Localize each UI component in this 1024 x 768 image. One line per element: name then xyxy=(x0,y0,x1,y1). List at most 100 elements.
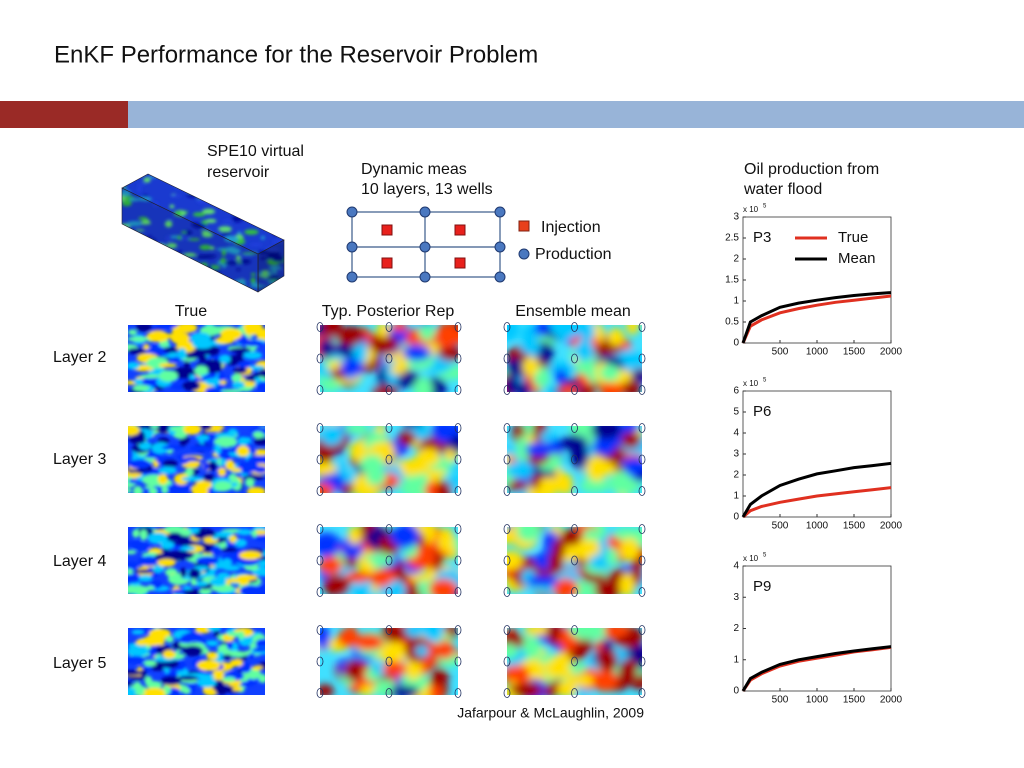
map-blob xyxy=(626,325,639,335)
map-blob xyxy=(320,532,341,558)
reservoir-blob xyxy=(201,232,213,238)
reservoir-blob xyxy=(159,254,170,257)
reservoir-blob xyxy=(224,282,229,290)
map-blobs xyxy=(128,527,265,594)
reservoir-blob xyxy=(211,189,226,196)
map-blob xyxy=(157,325,179,329)
map-blob xyxy=(600,628,626,639)
reservoir-blob xyxy=(251,272,256,277)
map-well xyxy=(316,625,324,635)
reservoir-blob xyxy=(123,259,136,264)
map-blob xyxy=(134,649,149,654)
map-blob xyxy=(215,336,234,345)
map-well xyxy=(385,353,393,364)
map-blob xyxy=(507,461,534,479)
map-blob xyxy=(171,332,190,345)
reservoir-blob xyxy=(272,168,278,172)
map-well xyxy=(454,322,462,332)
map-blob xyxy=(169,357,181,362)
map-blobs xyxy=(320,628,458,695)
map-blob xyxy=(320,461,337,476)
map-blob xyxy=(242,475,265,481)
reservoir-blob xyxy=(271,240,284,244)
map-blob xyxy=(226,631,243,637)
map-blob xyxy=(213,443,222,455)
map-well xyxy=(638,353,646,364)
permeability-map xyxy=(128,527,265,594)
chart-title: P6 xyxy=(753,403,771,420)
map-blob xyxy=(178,484,192,490)
map-blob xyxy=(189,374,196,380)
map-well xyxy=(454,688,462,698)
map-blob xyxy=(539,430,557,443)
map-blob xyxy=(575,536,601,561)
permeability-map xyxy=(507,628,642,695)
map-blob xyxy=(421,628,445,642)
map-well xyxy=(503,322,511,332)
y-tick-label: 2.5 xyxy=(725,233,739,244)
reservoir-blob xyxy=(114,170,123,172)
map-blob xyxy=(151,386,165,391)
map-blob xyxy=(163,527,185,534)
reservoir-blob xyxy=(240,258,251,265)
reservoir-blob xyxy=(128,176,139,179)
reservoir-blob xyxy=(123,262,132,268)
reservoir-blob xyxy=(169,204,175,209)
map-blob xyxy=(629,371,642,382)
permeability-map xyxy=(507,426,642,493)
scale-exponent: 5 xyxy=(763,378,767,384)
reservoir-blob xyxy=(190,276,202,282)
reservoir-blob xyxy=(153,251,163,255)
map-blob xyxy=(192,487,209,493)
map-blob xyxy=(445,330,458,346)
map-blob xyxy=(128,574,143,583)
map-blob xyxy=(229,659,244,667)
map-well xyxy=(316,385,324,395)
reservoir-blob xyxy=(265,286,276,292)
x-tick-label: 2000 xyxy=(880,695,903,706)
y-tick-label: 4 xyxy=(733,561,739,572)
reservoir-blob xyxy=(128,197,141,202)
injection-well xyxy=(454,257,466,269)
reservoir-blob xyxy=(130,258,143,264)
map-blob xyxy=(206,640,219,646)
y-tick-label: 3 xyxy=(733,592,739,603)
map-blob xyxy=(143,659,157,667)
map-blob xyxy=(436,639,455,660)
map-blob xyxy=(190,332,211,344)
reservoir-blob xyxy=(250,277,256,284)
map-blob xyxy=(166,532,183,541)
map-well xyxy=(571,486,578,496)
production-well xyxy=(419,271,431,283)
map-blob xyxy=(188,568,201,580)
production-well xyxy=(346,206,358,218)
map-blob xyxy=(196,556,220,565)
map-well xyxy=(316,656,324,667)
reservoir-blob xyxy=(184,185,190,193)
map-blob xyxy=(128,687,136,695)
reservoir-blob xyxy=(187,188,200,194)
reservoir-blob xyxy=(188,262,200,266)
map-well xyxy=(316,423,324,433)
reservoir-blob xyxy=(115,245,122,251)
map-blob xyxy=(525,441,554,457)
map-blob xyxy=(352,341,368,365)
map-blob xyxy=(622,378,641,392)
map-blob xyxy=(254,437,265,446)
scale-exponent: 5 xyxy=(763,204,767,210)
chart-title: P9 xyxy=(753,578,771,595)
y-tick-label: 5 xyxy=(733,407,739,418)
reservoir-blob xyxy=(177,235,182,241)
map-blob xyxy=(131,585,149,594)
maps xyxy=(128,322,646,698)
x-tick-label: 1500 xyxy=(843,347,866,358)
map-well xyxy=(571,688,578,698)
map-blob xyxy=(402,344,432,361)
reservoir-blob xyxy=(202,254,216,259)
map-blob xyxy=(197,677,217,688)
reservoir-blob xyxy=(148,252,156,258)
map-blob xyxy=(209,371,217,379)
map-blobs xyxy=(320,325,458,392)
x-tick-label: 1000 xyxy=(806,347,829,358)
map-blob xyxy=(161,445,186,450)
